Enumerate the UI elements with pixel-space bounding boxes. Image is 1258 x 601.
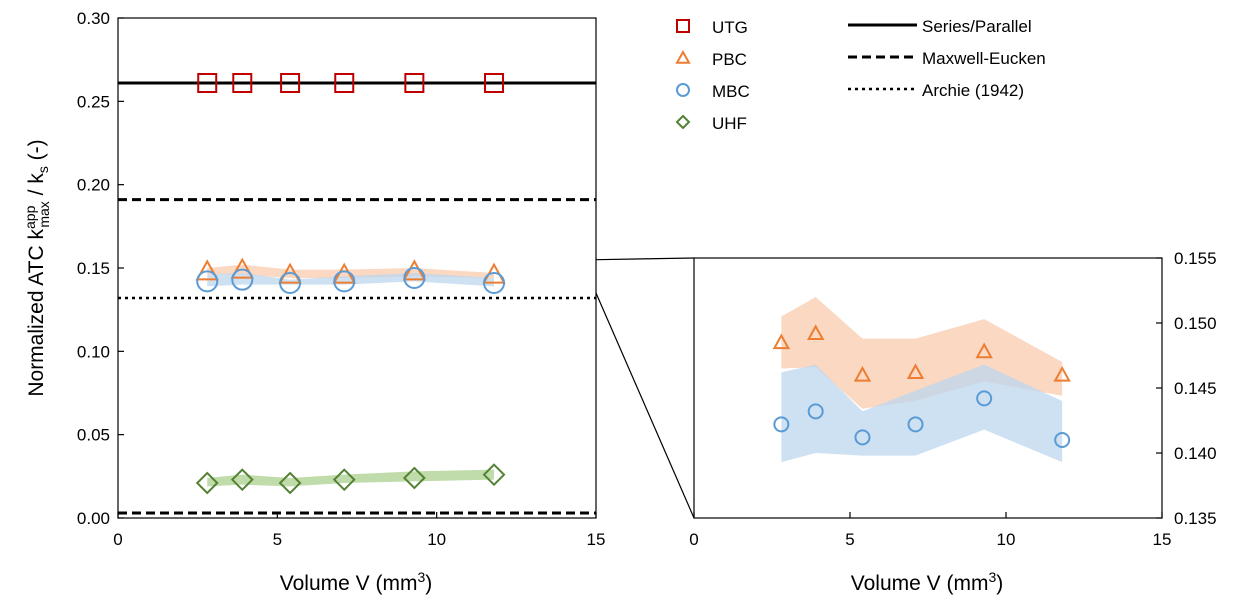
main-y-tick-label: 0.05 xyxy=(77,426,110,445)
zoom-point-mbc-0 xyxy=(773,416,790,433)
main-x-tick-label: 0 xyxy=(113,530,122,549)
zoom-point-pbc-4 xyxy=(975,342,993,359)
main-y-tick-label: 0.10 xyxy=(77,342,110,361)
main-plot-frame xyxy=(117,17,597,519)
legend-label-pbc: PBC xyxy=(712,50,747,69)
point-mbc-2 xyxy=(279,272,302,294)
point-uhf-3 xyxy=(332,468,356,492)
zoom-point-mbc-3 xyxy=(907,416,924,433)
zoom-x-tick-label: 0 xyxy=(689,530,698,549)
point-utg-5 xyxy=(484,73,505,93)
legend-label-uhf: UHF xyxy=(712,114,747,133)
zoom-y-tick-label: 0.145 xyxy=(1174,379,1217,398)
main-y-tick-label: 0.25 xyxy=(77,92,110,111)
zoom-connector-top xyxy=(595,257,695,261)
zoom-point-mbc-1 xyxy=(807,403,824,420)
zoom-point-mbc-2 xyxy=(854,429,871,446)
zoom-point-pbc-0 xyxy=(772,333,791,350)
point-uhf-0 xyxy=(195,471,219,495)
zoom-y-tick-label: 0.135 xyxy=(1174,509,1217,528)
main-x-tick-label: 5 xyxy=(273,530,282,549)
zoom-y-tick-label: 0.150 xyxy=(1174,314,1217,333)
zoom-point-pbc-1 xyxy=(806,324,825,340)
legend-marker-mbc xyxy=(676,83,690,97)
legend-label-dotted: Archie (1942) xyxy=(922,81,1024,100)
legend-label-dashed: Maxwell-Eucken xyxy=(922,49,1046,68)
zoom-point-pbc-3 xyxy=(906,363,925,379)
zoom-x-tick-label: 10 xyxy=(997,530,1016,549)
legend-label-utg: UTG xyxy=(712,18,748,37)
zoom-x-tick-label: 15 xyxy=(1153,530,1172,549)
point-mbc-4 xyxy=(403,267,426,289)
point-utg-1 xyxy=(232,73,253,93)
point-uhf-1 xyxy=(230,468,254,492)
point-utg-4 xyxy=(404,73,425,93)
point-uhf-5 xyxy=(482,463,506,487)
legend-marker-uhf xyxy=(675,114,691,130)
main-y-axis-label: Normalized ATC kappmax / ks (-) xyxy=(22,139,52,396)
main-x-tick-label: 10 xyxy=(427,530,446,549)
band-uhf xyxy=(207,469,495,487)
point-mbc-1 xyxy=(231,268,254,291)
zoom-y-tick-label: 0.140 xyxy=(1174,444,1217,463)
main-chart: 0.00 0.05 0.10 0.15 0.20 0.25 0.30 0 5 10 15 xyxy=(77,9,606,549)
point-utg-0 xyxy=(197,73,218,93)
zoom-x-tick-label: 5 xyxy=(845,530,854,549)
point-uhf-2 xyxy=(278,471,302,495)
zoom-inset-chart: 0.135 0.140 0.145 0.150 0.155 0 5 10 15 xyxy=(595,249,1217,549)
zoom-connector-bottom xyxy=(595,292,695,519)
zoom-point-pbc-5 xyxy=(1053,365,1071,382)
point-pbc-0 xyxy=(195,259,219,281)
point-mbc-3 xyxy=(333,270,356,293)
zoom-point-pbc-2 xyxy=(853,365,872,382)
main-y-tick-label: 0.30 xyxy=(77,9,110,28)
main-y-tick-label: 0.20 xyxy=(77,176,110,195)
zoom-y-tick-label: 0.155 xyxy=(1174,249,1217,268)
legend-label-solid: Series/Parallel xyxy=(922,17,1032,36)
point-utg-3 xyxy=(334,73,355,93)
point-utg-2 xyxy=(280,73,301,93)
point-mbc-0 xyxy=(196,270,219,293)
legend-label-mbc: MBC xyxy=(712,82,750,101)
main-y-tick-label: 0.15 xyxy=(77,259,110,278)
main-y-tick-label: 0.00 xyxy=(77,509,110,528)
zoom-band-mbc xyxy=(781,364,1063,463)
legend: UTG PBC MBC UHF Series/Parallel Maxwell-Eucke… xyxy=(675,17,1046,133)
point-uhf-4 xyxy=(402,466,426,490)
legend-marker-pbc xyxy=(675,49,691,64)
zoom-point-mbc-4 xyxy=(976,390,993,407)
point-pbc-1 xyxy=(230,257,254,279)
zoom-point-mbc-5 xyxy=(1054,432,1071,448)
main-x-tick-label: 15 xyxy=(587,530,606,549)
legend-marker-utg xyxy=(676,19,690,33)
point-mbc-5 xyxy=(483,272,506,294)
main-x-axis-label: Volume V (mm3) xyxy=(280,569,433,595)
zoom-x-axis-label: Volume V (mm3) xyxy=(851,569,1004,595)
